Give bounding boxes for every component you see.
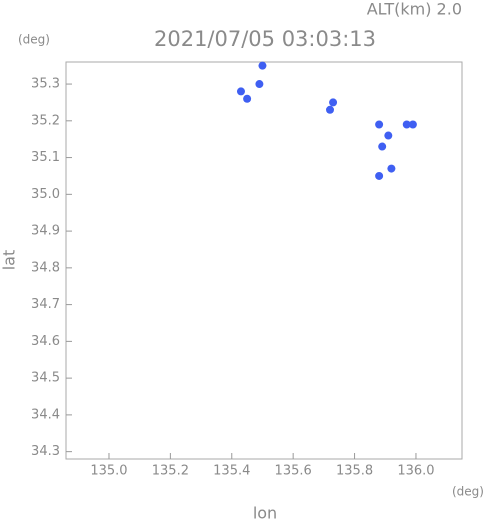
y-tick-label: 34.4 (31, 407, 60, 422)
x-tick-label: 135.2 (152, 464, 189, 479)
x-axis-label: lon (253, 504, 277, 521)
y-tick-label: 34.7 (31, 297, 60, 312)
echo (255, 80, 264, 89)
echo (326, 105, 334, 114)
y-unit: (deg) (18, 33, 50, 47)
y-tick-label: 34.9 (31, 224, 60, 239)
echo (258, 61, 267, 70)
echo (375, 171, 384, 180)
y-tick-label: 35.0 (31, 187, 60, 202)
plot-frame (65, 61, 463, 460)
echo (387, 164, 396, 173)
y-tick-label: 35.1 (31, 150, 60, 165)
y-tick-label: 35.2 (31, 113, 60, 128)
x-unit: (deg) (452, 485, 484, 499)
x-tick-label: 135.8 (336, 464, 373, 479)
altitude: ALT(km) 2.0 (367, 0, 462, 19)
x-tick-label: 135.0 (90, 464, 127, 479)
y-tick-label: 34.8 (31, 260, 60, 275)
y-tick-label: 34.5 (31, 371, 60, 386)
y-tick-label: 35.3 (31, 77, 60, 92)
y-tick-label: 34.3 (31, 444, 60, 459)
chart-title: 2021/07/05 03:03:13 (154, 27, 376, 51)
echo (402, 120, 411, 129)
echo (384, 131, 393, 140)
echo (408, 120, 417, 129)
x-tick-label: 136.0 (397, 464, 434, 479)
y-axis-label: lat (0, 250, 19, 271)
x-tick-label: 135.6 (275, 464, 312, 479)
echo (243, 94, 252, 103)
echo (378, 142, 387, 151)
y-tick-label: 34.6 (31, 334, 60, 349)
echo (375, 120, 384, 129)
echo (236, 87, 245, 96)
echo (329, 98, 338, 107)
x-tick-label: 135.4 (213, 464, 250, 479)
